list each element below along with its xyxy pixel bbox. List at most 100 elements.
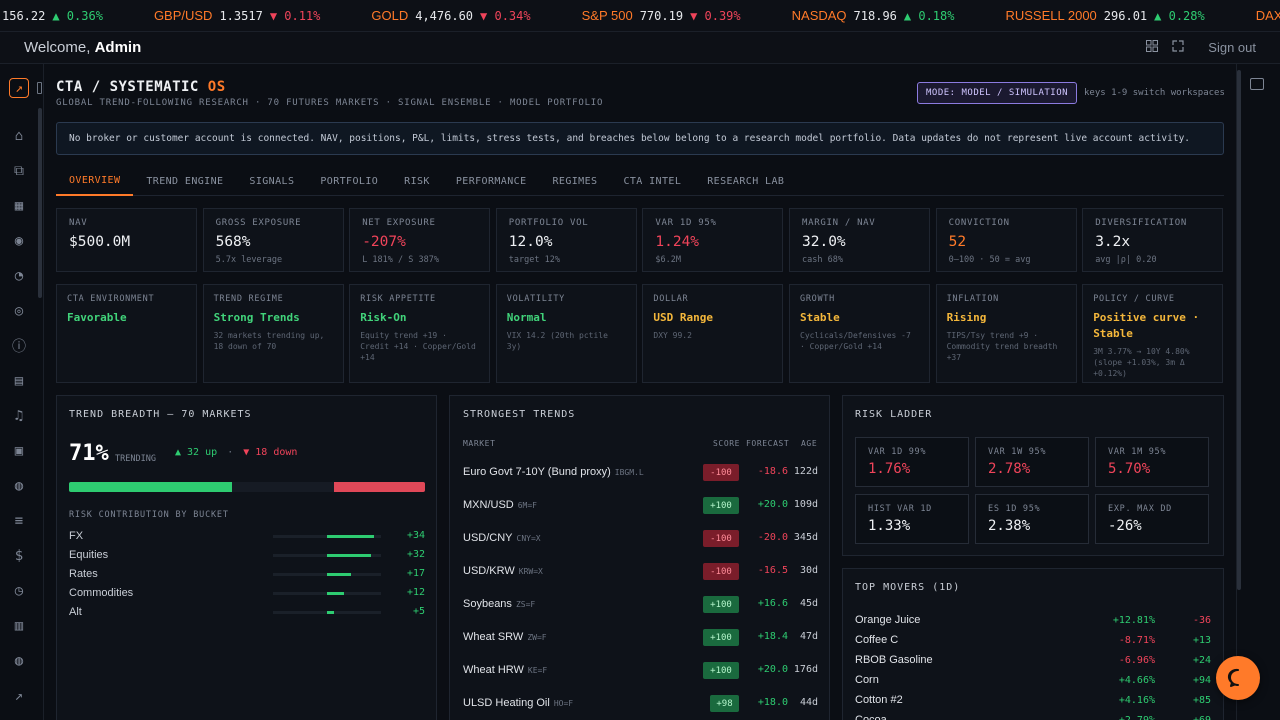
trend-age: 30d [799,565,818,576]
trend-row[interactable]: ULSD Heating Oil HO=F +98 +18.0 44d [463,694,818,714]
trend-row[interactable]: Wheat HRW KE=F +100 +20.0 176d [463,661,818,681]
main-content: CTA / SYSTEMATIC OS GLOBAL TREND-FOLLOWI… [44,64,1236,720]
market-name: MXN/USD [463,499,514,511]
trend-score: -100 [703,464,739,481]
panel-toggle-icon[interactable] [1250,78,1264,90]
sign-out-button[interactable]: Sign out [1208,40,1256,55]
market-name: ULSD Heating Oil [463,697,550,709]
layout-grid-icon[interactable] [1146,40,1159,55]
fullscreen-icon[interactable] [1172,40,1184,55]
trend-row[interactable]: Soybeans ZS=F +100 +16.6 45d [463,595,818,615]
regime-label: CTA ENVIRONMENT [67,294,155,304]
tab-risk[interactable]: RISK [404,175,430,187]
mover-row[interactable]: Coffee C -8.71% +13 [855,634,1211,650]
mover-row[interactable]: Cocoa +2.79% +69 [855,714,1211,720]
main-scrollbar[interactable] [1237,70,1241,590]
world-icon[interactable]: ◍ [14,653,24,669]
bell-icon[interactable]: ♫ [14,408,24,424]
panel-title: TREND BREADTH — 70 MARKETS [69,409,252,420]
trend-row[interactable]: USD/CNY CNY=X -100 -20.0 345d [463,529,818,549]
risk-cell: VAR 1W 95% 2.78% [975,437,1089,487]
mover-row[interactable]: Corn +4.66% +94 [855,674,1211,690]
kpi-sub: L 181% / S 387% [362,255,439,265]
trend-row[interactable]: Wheat SRW ZW=F +100 +18.4 47d [463,628,818,648]
kpi-sub: 5.7x leverage [215,255,283,265]
bucket-fill [327,611,334,614]
col-score: SCORE [713,439,741,448]
ticker-item[interactable]: DAX26,046.40▲ 0.17% [1256,8,1280,23]
trend-age: 109d [793,499,818,510]
bucket-name: Alt [69,606,82,618]
mover-row[interactable]: RBOB Gasoline -6.96% +24 [855,654,1211,670]
ticker-item[interactable]: S&P 500 770.19 ▼ 0.39% [582,8,792,23]
trend-score: -100 [703,563,739,580]
market-ticker-code: 6M=F [517,501,537,510]
tab-portfolio[interactable]: PORTFOLIO [320,175,379,187]
sidebar-scrollbar[interactable] [38,108,42,298]
ticker-item[interactable]: GBP/USD 1.3517 ▼ 0.11% [154,8,371,23]
trend-row[interactable]: MXN/USD 6M=F +100 +20.0 109d [463,496,818,516]
mover-delta: +69 [1193,715,1211,720]
regime-card: TREND REGIME Strong Trends 32 markets tren… [202,284,344,383]
dollar-icon[interactable]: $ [14,548,24,564]
trend-row[interactable]: USD/KRW KRW=X -100 -16.5 30d [463,562,818,582]
regime-sub: 3M 3.77% → 10Y 4.80% (slope +1.03%, 3m Δ… [1093,347,1190,378]
regime-card: DOLLAR USD Range DXY 99.2 [642,284,784,383]
network-icon[interactable]: ⧉ [14,163,24,179]
mover-pct: +2.79% [1119,715,1155,720]
collapse-icon[interactable] [37,82,42,94]
mover-row[interactable]: Cotton #2 +4.16% +85 [855,694,1211,710]
signal-icon[interactable]: ◉ [14,233,24,249]
sliders-icon[interactable]: ≡ [14,513,24,529]
regime-label: VOLATILITY [506,294,565,304]
tab-research-lab[interactable]: RESEARCH LAB [707,175,785,187]
mover-delta: +85 [1192,695,1211,706]
home-icon[interactable]: ⌂ [14,128,24,144]
target-icon[interactable]: ◎ [14,303,24,319]
tab-signals[interactable]: SIGNALS [249,175,295,187]
ticker-change: ▼ 0.39% [690,8,741,23]
logo-icon[interactable]: ↗ [9,78,29,98]
workspace-tabs: OVERVIEW TREND ENGINE SIGNALS PORTFOLIO RISK… [56,166,1224,196]
trend-score: +100 [703,662,739,679]
market-ticker-code: CNY=X [516,534,541,543]
clipboard-icon[interactable]: ▤ [14,373,24,389]
mode-badge[interactable]: MODE: MODEL / SIMULATION [917,82,1078,104]
ticker-item[interactable]: 156.22 ▲ 0.36% [0,9,154,23]
trend-market: USD/CNY CNY=X [463,532,541,544]
briefcase-icon[interactable]: ▣ [14,443,24,459]
mover-row[interactable]: Orange Juice +12.81% -36 [855,614,1211,630]
risk-value: 2.38% [988,518,1031,534]
risk-cell: HIST VAR 1D 1.33% [855,494,969,544]
ticker-item[interactable]: GOLD 4,476.60 ▼ 0.34% [371,8,581,23]
mover-pct: +4.66% [1118,675,1155,686]
clock-icon[interactable]: ◷ [14,583,24,599]
pie-chart-icon[interactable]: ◔ [14,268,24,284]
regime-sub: DXY 99.2 [653,331,692,340]
risk-ladder-panel: RISK LADDER VAR 1D 99% 1.76% VAR 1W 95% 2.7… [842,395,1224,556]
bar-chart-icon[interactable]: ▥ [14,618,24,634]
trend-icon[interactable]: ↗ [14,688,24,704]
tab-performance[interactable]: PERFORMANCE [455,175,527,187]
globe-icon[interactable]: ◍ [14,478,24,494]
tab-trend-engine[interactable]: TREND ENGINE [146,175,224,187]
tab-overview[interactable]: OVERVIEW [56,166,134,196]
regime-sub: Equity trend +19 · Credit +14 · Copper/G… [360,331,476,362]
grid-icon[interactable]: ▦ [14,198,24,214]
panel-title: RISK LADDER [855,409,933,420]
mover-name: Corn [855,674,879,686]
tab-cta-intel[interactable]: CTA INTEL [623,175,682,187]
alert-icon[interactable]: ⓘ [12,339,26,355]
col-age: AGE [801,439,818,448]
ticker-item[interactable]: RUSSELL 2000 296.01 ▲ 0.28% [1005,8,1255,23]
kpi-label: NET EXPOSURE [362,218,436,228]
kpi-sub: 0–100 · 50 = avg [948,255,1031,265]
bucket-row: Commodities +12 [69,587,425,601]
trend-row[interactable]: Euro Govt 7-10Y (Bund proxy) IBGM.L -100 -1… [463,463,818,483]
mover-delta: +24 [1192,655,1211,666]
mover-pct: -6.96% [1118,655,1155,666]
ticker-item[interactable]: NASDAQ 718.96 ▲ 0.18% [792,8,1006,23]
ticker-change: ▼ 0.11% [269,8,321,23]
chat-button[interactable] [1216,656,1260,700]
tab-regimes[interactable]: REGIMES [552,175,598,187]
